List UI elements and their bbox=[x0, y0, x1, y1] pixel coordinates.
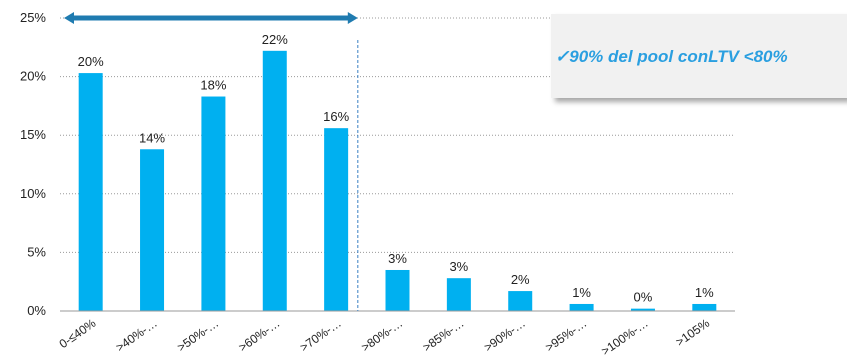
x-tick-label: >70%-… bbox=[297, 316, 344, 354]
data-label: 16% bbox=[323, 109, 349, 124]
x-tick-label: >50%-… bbox=[175, 316, 222, 354]
bar bbox=[630, 308, 655, 311]
x-tick-label: >60%-… bbox=[236, 316, 283, 354]
data-label: 3% bbox=[449, 259, 468, 274]
y-tick-label: 10% bbox=[20, 186, 46, 201]
y-tick-label: 5% bbox=[27, 244, 46, 259]
bar bbox=[385, 269, 410, 311]
data-label: 1% bbox=[572, 285, 591, 300]
bar bbox=[262, 50, 287, 311]
check-icon: ✓ bbox=[555, 47, 570, 66]
callout-text: ✓90% del pool conLTV <80% bbox=[555, 47, 788, 67]
data-label: 20% bbox=[78, 54, 104, 69]
bar bbox=[324, 128, 349, 311]
x-tick-label: >90%-… bbox=[481, 316, 528, 354]
bar bbox=[508, 291, 533, 311]
callout-box: ✓90% del pool conLTV <80% bbox=[551, 14, 847, 98]
bar bbox=[78, 73, 103, 311]
y-tick-label: 15% bbox=[20, 127, 46, 142]
y-tick-label: 20% bbox=[20, 69, 46, 84]
bar bbox=[569, 303, 594, 311]
bar bbox=[692, 303, 717, 311]
x-tick-label: >85%-… bbox=[420, 316, 467, 354]
bar bbox=[446, 278, 471, 311]
data-label: 14% bbox=[139, 130, 165, 145]
x-tick-label: >100%-… bbox=[599, 316, 651, 358]
bar bbox=[140, 149, 165, 311]
arrow-head-right bbox=[347, 12, 358, 24]
callout-label: 90% del pool conLTV <80% bbox=[569, 47, 788, 66]
y-tick-label: 0% bbox=[27, 303, 46, 318]
x-tick-label: 0-≤40% bbox=[57, 316, 99, 351]
arrow-head-left bbox=[64, 12, 74, 24]
y-tick-label: 25% bbox=[20, 10, 46, 25]
data-label: 1% bbox=[695, 285, 714, 300]
x-tick-label: >80%-… bbox=[359, 316, 406, 354]
data-label: 22% bbox=[262, 32, 288, 47]
x-tick-label: >40%-… bbox=[113, 316, 160, 354]
data-label: 18% bbox=[200, 78, 226, 93]
data-label: 2% bbox=[511, 272, 530, 287]
bar bbox=[201, 96, 226, 311]
data-label: 3% bbox=[388, 251, 407, 266]
data-label: 0% bbox=[634, 290, 653, 305]
x-tick-label: >95%-… bbox=[543, 316, 590, 354]
x-tick-label: >105% bbox=[673, 316, 712, 349]
